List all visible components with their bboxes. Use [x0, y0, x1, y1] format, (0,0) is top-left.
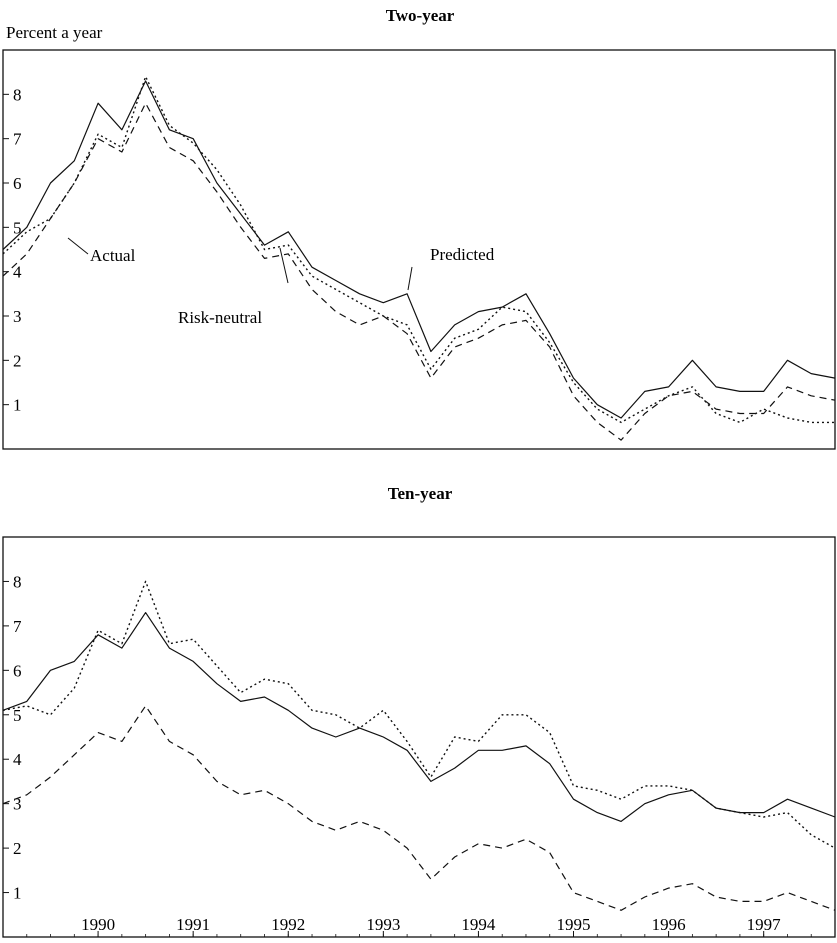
y-tick-label: 8 — [13, 572, 22, 591]
y-tick-label: 3 — [13, 307, 22, 326]
x-tick-label: 1991 — [176, 915, 210, 934]
annotation-predicted: Predicted — [430, 245, 495, 264]
x-tick-label: 1992 — [271, 915, 305, 934]
y-tick-label: 1 — [13, 884, 22, 903]
x-tick-label: 1990 — [81, 915, 115, 934]
series-line-predicted — [2, 80, 836, 419]
y-ticks-ten-year: 1 2 3 4 5 6 7 8 — [3, 572, 22, 903]
series-lines-two-year — [2, 75, 836, 441]
chart-title-ten-year: Ten-year — [388, 484, 453, 503]
y-tick-label: 4 — [13, 750, 22, 769]
y-tick-label: 5 — [13, 218, 22, 237]
annotation-actual: Actual — [90, 246, 136, 265]
plot-frame-ten-year — [2, 536, 836, 938]
y-tick-label: 2 — [13, 351, 22, 370]
series-lines-ten-year — [2, 580, 836, 911]
y-tick-label: 7 — [13, 130, 22, 149]
y-tick-label: 8 — [13, 85, 22, 104]
y-axis-note: Percent a year — [6, 23, 103, 42]
y-tick-label: 3 — [13, 795, 22, 814]
chart-title-two-year: Two-year — [386, 6, 455, 25]
x-tick-label: 1996 — [652, 915, 686, 934]
x-tick-label: 1994 — [461, 915, 496, 934]
y-tick-label: 5 — [13, 706, 22, 725]
x-tick-label: 1997 — [747, 915, 782, 934]
series-line-actual — [2, 580, 836, 849]
series-line-predicted — [2, 611, 836, 823]
actual-leader-line — [67, 237, 89, 255]
x-ticks-ten-year: 1990 1991 1992 1993 1994 1995 1996 1997 — [2, 915, 836, 937]
y-tick-label: 2 — [13, 839, 22, 858]
series-line-risk-neutral — [2, 705, 836, 911]
x-tick-label: 1995 — [557, 915, 591, 934]
series-line-risk-neutral — [2, 102, 836, 441]
risk-neutral-leader-line — [279, 247, 289, 284]
y-tick-label: 6 — [13, 661, 22, 680]
annotation-risk-neutral: Risk-neutral — [178, 308, 262, 327]
y-tick-label: 6 — [13, 174, 22, 193]
predicted-leader-line — [407, 266, 413, 291]
y-ticks-two-year: 1 2 3 4 5 6 7 8 — [3, 85, 22, 415]
y-tick-label: 7 — [13, 617, 22, 636]
x-tick-label: 1993 — [366, 915, 400, 934]
y-tick-label: 4 — [13, 263, 22, 282]
y-tick-label: 1 — [13, 396, 22, 415]
